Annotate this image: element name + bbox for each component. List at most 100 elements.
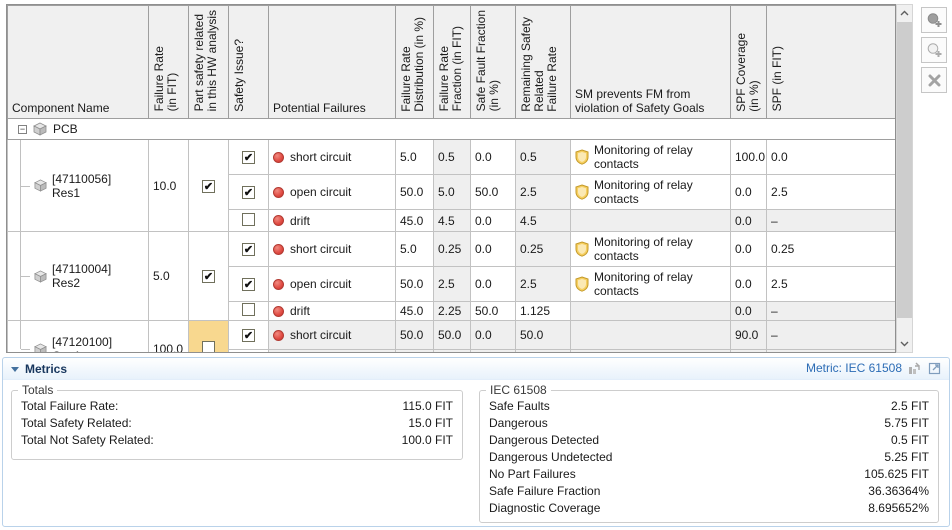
- frf-cell: 0.25: [433, 231, 471, 268]
- tree-expander-icon[interactable]: −: [18, 123, 27, 134]
- safety-issue-cell: [228, 209, 269, 233]
- component-cell-res2[interactable]: [47110004] Res2: [7, 231, 149, 322]
- sff-cell[interactable]: 0.0: [470, 266, 516, 303]
- potential-failure-cell[interactable]: short circuit: [268, 231, 396, 268]
- column-header-component-name[interactable]: Component Name: [7, 5, 149, 120]
- potential-failure-cell[interactable]: short circuit: [268, 139, 396, 176]
- add-failure-group-button[interactable]: [921, 37, 947, 63]
- component-cell-res1[interactable]: [47110056] Res1: [7, 139, 149, 233]
- potential-failure-cell[interactable]: open circuit: [268, 266, 396, 303]
- column-header-part-safety-related[interactable]: Part safety related in this HW analysis: [188, 5, 229, 120]
- frd-cell[interactable]: 50.0: [395, 266, 434, 303]
- sm-cell[interactable]: Monitoring of relay contacts: [570, 231, 731, 268]
- table-header-row: Component Name Failure Rate (in FIT) Part…: [7, 5, 895, 120]
- part-icon: [34, 179, 47, 193]
- safety-issue-checkbox[interactable]: [242, 212, 255, 226]
- column-header-safe-fault-fraction[interactable]: Safe Fault Fraction (in %): [470, 5, 516, 120]
- frd-cell[interactable]: 5.0: [395, 139, 434, 176]
- column-header-spf-coverage[interactable]: SPF Coverage (in %): [730, 5, 767, 120]
- frd-cell[interactable]: 50.0: [395, 174, 434, 211]
- totals-group-title: Totals: [18, 383, 58, 397]
- sff-cell[interactable]: 0.0: [470, 209, 516, 233]
- safety-mechanism-icon: [575, 241, 589, 258]
- component-cell-cap1[interactable]: [47120100]Cap1: [7, 320, 149, 352]
- metric-export-icon[interactable]: [908, 362, 922, 375]
- spf-cell: 0.0: [766, 139, 895, 176]
- remaining-cell: 1.125: [515, 301, 571, 322]
- part-safety-checkbox[interactable]: [202, 341, 215, 352]
- column-header-safety-issue[interactable]: Safety Issue?: [228, 5, 269, 120]
- column-header-spf[interactable]: SPF (in FIT): [766, 5, 895, 120]
- part-name: Res1: [52, 185, 81, 200]
- potential-failure-cell[interactable]: drift: [268, 209, 396, 233]
- spf-coverage-cell: 0.0: [730, 349, 767, 352]
- failure-row: [47110004] Res2 5.0 ✔ ✔ short circuit 5.0…: [7, 231, 895, 322]
- spf-coverage-cell[interactable]: 100.0: [730, 139, 767, 176]
- failure-rate-cell[interactable]: 100.0: [148, 320, 189, 352]
- safety-issue-checkbox[interactable]: ✔: [242, 278, 255, 292]
- part-icon: [34, 270, 47, 283]
- failure-rate-cell[interactable]: 5.0: [148, 231, 189, 322]
- delete-button[interactable]: [921, 67, 947, 93]
- group-row-pcb[interactable]: − PCB: [7, 118, 895, 141]
- part-name: Res2: [52, 276, 81, 291]
- remaining-cell: 2.5: [515, 266, 571, 303]
- sff-cell[interactable]: 0.0: [470, 139, 516, 176]
- safety-issue-checkbox[interactable]: ✔: [242, 243, 255, 257]
- frd-cell[interactable]: 45.0: [395, 301, 434, 322]
- part-safety-checkbox[interactable]: ✔: [202, 179, 215, 193]
- column-header-potential-failures[interactable]: Potential Failures: [268, 5, 396, 120]
- column-header-sm-prevents-fm[interactable]: SM prevents FM from violation of Safety …: [570, 5, 731, 120]
- frf-cell: 50.0: [433, 349, 471, 352]
- potential-failure-cell[interactable]: open circuit: [268, 174, 396, 211]
- sff-cell[interactable]: 0.0: [470, 231, 516, 268]
- metrics-collapse-header[interactable]: Metrics: [11, 362, 67, 376]
- safety-issue-checkbox[interactable]: ✔: [242, 329, 255, 343]
- sff-cell[interactable]: 50.0: [470, 301, 516, 322]
- sm-cell[interactable]: Monitoring of relay contacts: [570, 174, 731, 211]
- spf-coverage-cell[interactable]: 0.0: [730, 174, 767, 211]
- iec-61508-group: IEC 61508 Safe Faults 2.5 FIT Dangerous 5.…: [479, 383, 939, 523]
- column-header-failure-rate-distribution[interactable]: Failure Rate Distribution (in %): [395, 5, 434, 120]
- spf-coverage-cell: 0.0: [730, 209, 767, 233]
- frd-cell[interactable]: 45.0: [395, 209, 434, 233]
- potential-failure-cell[interactable]: drift: [268, 301, 396, 322]
- part-safety-checkbox[interactable]: ✔: [202, 270, 215, 284]
- package-icon: [33, 122, 47, 137]
- scroll-up-button[interactable]: [897, 5, 912, 21]
- vertical-scrollbar[interactable]: [896, 4, 913, 353]
- sff-cell: 0.0: [470, 320, 516, 351]
- part-id: [47110056]: [52, 171, 112, 186]
- frf-cell: 0.5: [433, 139, 471, 176]
- safety-issue-checkbox[interactable]: ✔: [242, 186, 255, 200]
- spf-coverage-cell[interactable]: 0.0: [730, 266, 767, 303]
- circle-plus-filled-icon: [927, 13, 942, 27]
- failure-mode-icon: [273, 329, 284, 341]
- metric-row-safe-faults: Safe Faults 2.5 FIT: [489, 399, 929, 413]
- failure-rate-cell[interactable]: 10.0: [148, 139, 189, 233]
- spf-cell: –: [766, 320, 895, 351]
- safety-issue-cell: ✔: [228, 139, 269, 176]
- failure-row: ✔ open circuit 50.0 2.5 0.0 2.5 Monitori…: [8, 266, 895, 303]
- scrollbar-thumb[interactable]: [897, 22, 912, 318]
- safety-issue-checkbox[interactable]: ✔: [242, 151, 255, 165]
- add-failure-button[interactable]: [921, 7, 947, 33]
- spf-cell: –: [766, 349, 895, 352]
- metric-row-dangerous: Dangerous 5.75 FIT: [489, 416, 929, 430]
- spf-coverage-cell[interactable]: 0.0: [730, 231, 767, 268]
- iec-group-title: IEC 61508: [486, 383, 551, 397]
- remaining-cell: 50.0: [515, 320, 571, 351]
- column-header-failure-rate-fraction[interactable]: Failure Rate Fraction (in FIT): [433, 5, 471, 120]
- column-header-remaining-safety-related[interactable]: Remaining Safety Related Failure Rate: [515, 5, 571, 120]
- open-in-new-window-icon[interactable]: [928, 362, 941, 375]
- scroll-down-button[interactable]: [897, 336, 912, 352]
- sm-cell[interactable]: Monitoring of relay contacts: [570, 266, 731, 303]
- chevron-up-icon: [900, 10, 909, 16]
- fmeda-table: Component Name Failure Rate (in FIT) Part…: [6, 4, 896, 353]
- sm-cell[interactable]: Monitoring of relay contacts: [570, 139, 731, 176]
- frd-cell[interactable]: 5.0: [395, 231, 434, 268]
- sff-cell[interactable]: 50.0: [470, 174, 516, 211]
- column-header-failure-rate[interactable]: Failure Rate (in FIT): [148, 5, 189, 120]
- safety-issue-checkbox[interactable]: [242, 303, 255, 317]
